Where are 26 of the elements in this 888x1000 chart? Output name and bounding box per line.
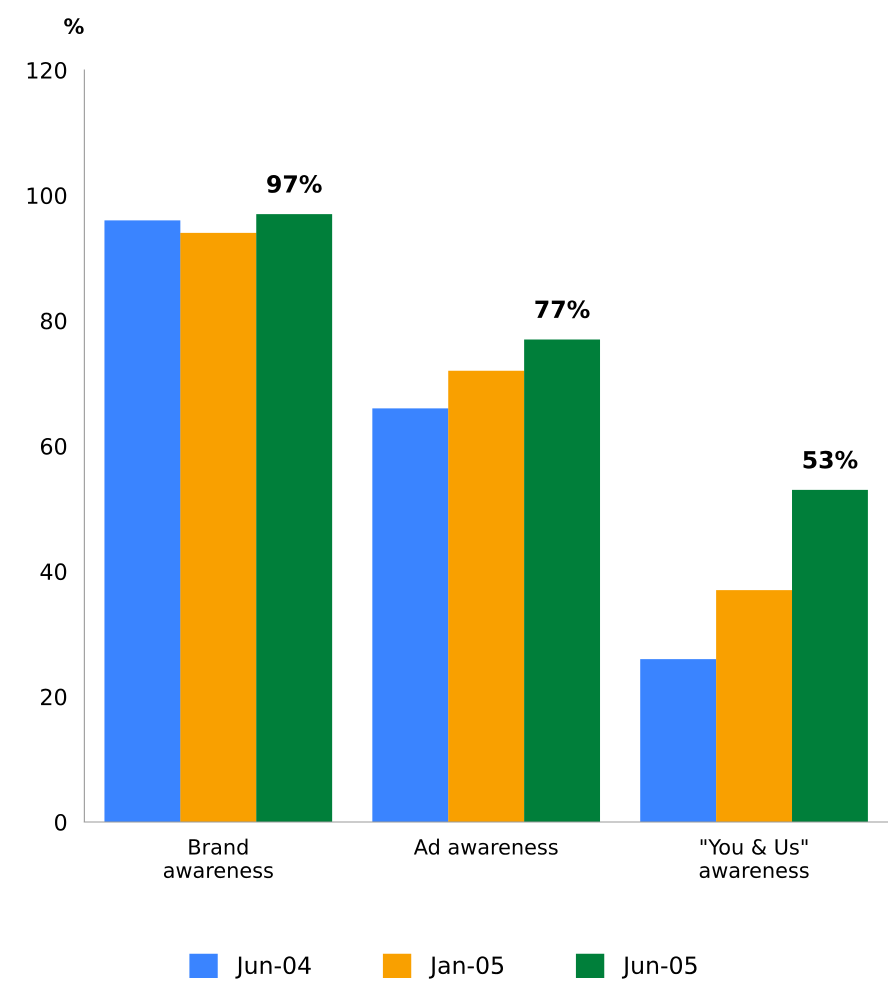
bar [640, 659, 716, 822]
bar [104, 220, 180, 822]
legend-label: Jan-05 [428, 956, 504, 979]
bar [792, 490, 868, 822]
x-tick-label: Ad awareness [414, 838, 558, 855]
bar [524, 339, 600, 822]
x-tick-label: Brand awareness [164, 838, 273, 878]
bar [372, 408, 448, 822]
y-tick-label: 60 [40, 438, 66, 455]
y-tick-label: 0 [55, 814, 66, 831]
bar [180, 232, 256, 822]
bar [448, 370, 524, 822]
y-tick-label: 120 [28, 62, 66, 79]
y-axis-title: % [64, 18, 84, 34]
y-tick-label: 20 [41, 688, 66, 706]
bar [256, 214, 332, 822]
data-label: 97% [267, 175, 322, 193]
x-tick-label: "You & Us" awareness [700, 839, 809, 878]
y-tick-label: 40 [40, 563, 66, 580]
y-tick-label: 80 [40, 312, 66, 330]
bar [716, 590, 792, 822]
legend-label: Jun-05 [622, 956, 697, 979]
data-label: 77% [535, 300, 590, 318]
data-label: 53% [804, 450, 858, 469]
legend-label: Jun-04 [235, 956, 311, 979]
y-tick-label: 100 [28, 187, 66, 204]
